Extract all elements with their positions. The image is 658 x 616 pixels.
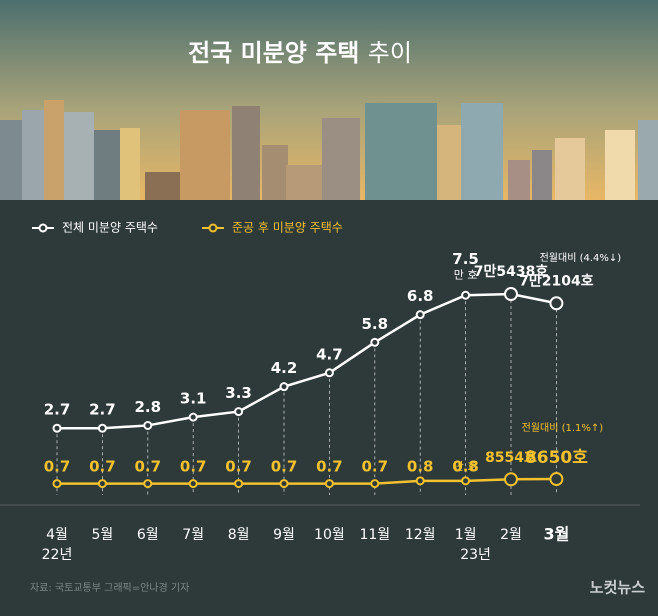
legend-label: 준공 후 미분양 주택수 <box>232 221 343 235</box>
annotation: 전월대비 (1.1%↑) <box>522 422 604 434</box>
point <box>461 476 471 486</box>
point <box>97 423 107 433</box>
legend-marker <box>38 223 48 233</box>
x-tick-label: 11월 <box>359 527 390 543</box>
title-bold: 전국 미분양 주택 <box>188 39 359 67</box>
point <box>324 479 334 489</box>
value-label: 0.7 <box>89 458 116 476</box>
point <box>549 296 564 311</box>
value-label: 2.8 <box>135 398 162 416</box>
point <box>279 479 289 489</box>
x-tick-label: 8월 <box>228 527 250 543</box>
point <box>143 479 153 489</box>
x-tick-label: 6월 <box>137 527 159 543</box>
value-label: 6.8 <box>407 287 434 305</box>
point <box>234 479 244 489</box>
point <box>504 472 518 487</box>
point <box>143 420 153 430</box>
unit-note: 만 호 <box>454 460 478 473</box>
value-label: 2.7 <box>89 401 116 419</box>
value-label: 0.7 <box>362 458 389 476</box>
value-label: 3.3 <box>225 384 252 402</box>
point <box>97 479 107 489</box>
year-label: 23년 <box>460 547 491 563</box>
point <box>324 368 334 378</box>
x-tick-label: 1월 <box>455 527 477 543</box>
value-label: 0.8 <box>407 458 434 476</box>
value-label: 4.2 <box>271 359 298 377</box>
x-tick-label: 9월 <box>273 527 295 543</box>
value-label: 2.7 <box>44 401 71 419</box>
annotation: 전월대비 (4.4%↓) <box>540 252 622 264</box>
value-label: 4.7 <box>316 345 343 363</box>
chart-title: 전국 미분양 주택 추이 <box>188 39 412 67</box>
value-label: 0.8 <box>452 458 479 476</box>
series-line <box>57 477 557 485</box>
point <box>549 472 564 487</box>
value-label: 0.7 <box>316 458 343 476</box>
point <box>370 479 380 489</box>
x-tick-label: 12월 <box>405 527 436 543</box>
point <box>52 423 62 433</box>
point <box>461 290 471 300</box>
point <box>504 287 518 302</box>
x-tick-label: 5월 <box>92 527 114 543</box>
value-label: 7.5 <box>452 250 479 268</box>
value-label: 0.7 <box>225 458 252 476</box>
year-label: 22년 <box>42 547 73 563</box>
logo: 노컷뉴스 <box>590 579 645 597</box>
value-label: 7만2104호 <box>519 273 594 289</box>
point <box>52 479 62 489</box>
x-tick-label: 10월 <box>314 527 345 543</box>
legend-label: 전체 미분양 주택수 <box>62 221 158 235</box>
unit-note: 만 호 <box>454 268 478 281</box>
x-tick-label: 3월 <box>543 525 569 544</box>
point <box>188 479 198 489</box>
skyline <box>0 100 658 200</box>
point <box>415 476 425 486</box>
value-label: 0.7 <box>271 458 298 476</box>
source: 자료: 국토교통부 그래픽=안나경 기자 <box>30 581 189 594</box>
x-tick-label: 4월 <box>46 527 68 543</box>
value-label: 3.1 <box>180 390 207 408</box>
value-label: 5.8 <box>362 315 389 333</box>
point <box>188 412 198 422</box>
value-label: 0.7 <box>135 458 162 476</box>
value-label: 7만5438호 <box>474 264 549 280</box>
legend-marker <box>208 223 218 233</box>
value-label: 8650호 <box>525 448 588 468</box>
value-label: 0.7 <box>180 458 207 476</box>
point <box>279 382 289 392</box>
series-line <box>57 292 557 430</box>
point <box>415 310 425 320</box>
point <box>234 407 244 417</box>
point <box>370 337 380 347</box>
x-tick-label: 7월 <box>182 527 204 543</box>
value-label: 8554호 <box>485 450 537 466</box>
title-light: 추이 <box>368 39 412 67</box>
value-label: 0.7 <box>44 458 71 476</box>
x-tick-label: 2월 <box>500 527 522 543</box>
